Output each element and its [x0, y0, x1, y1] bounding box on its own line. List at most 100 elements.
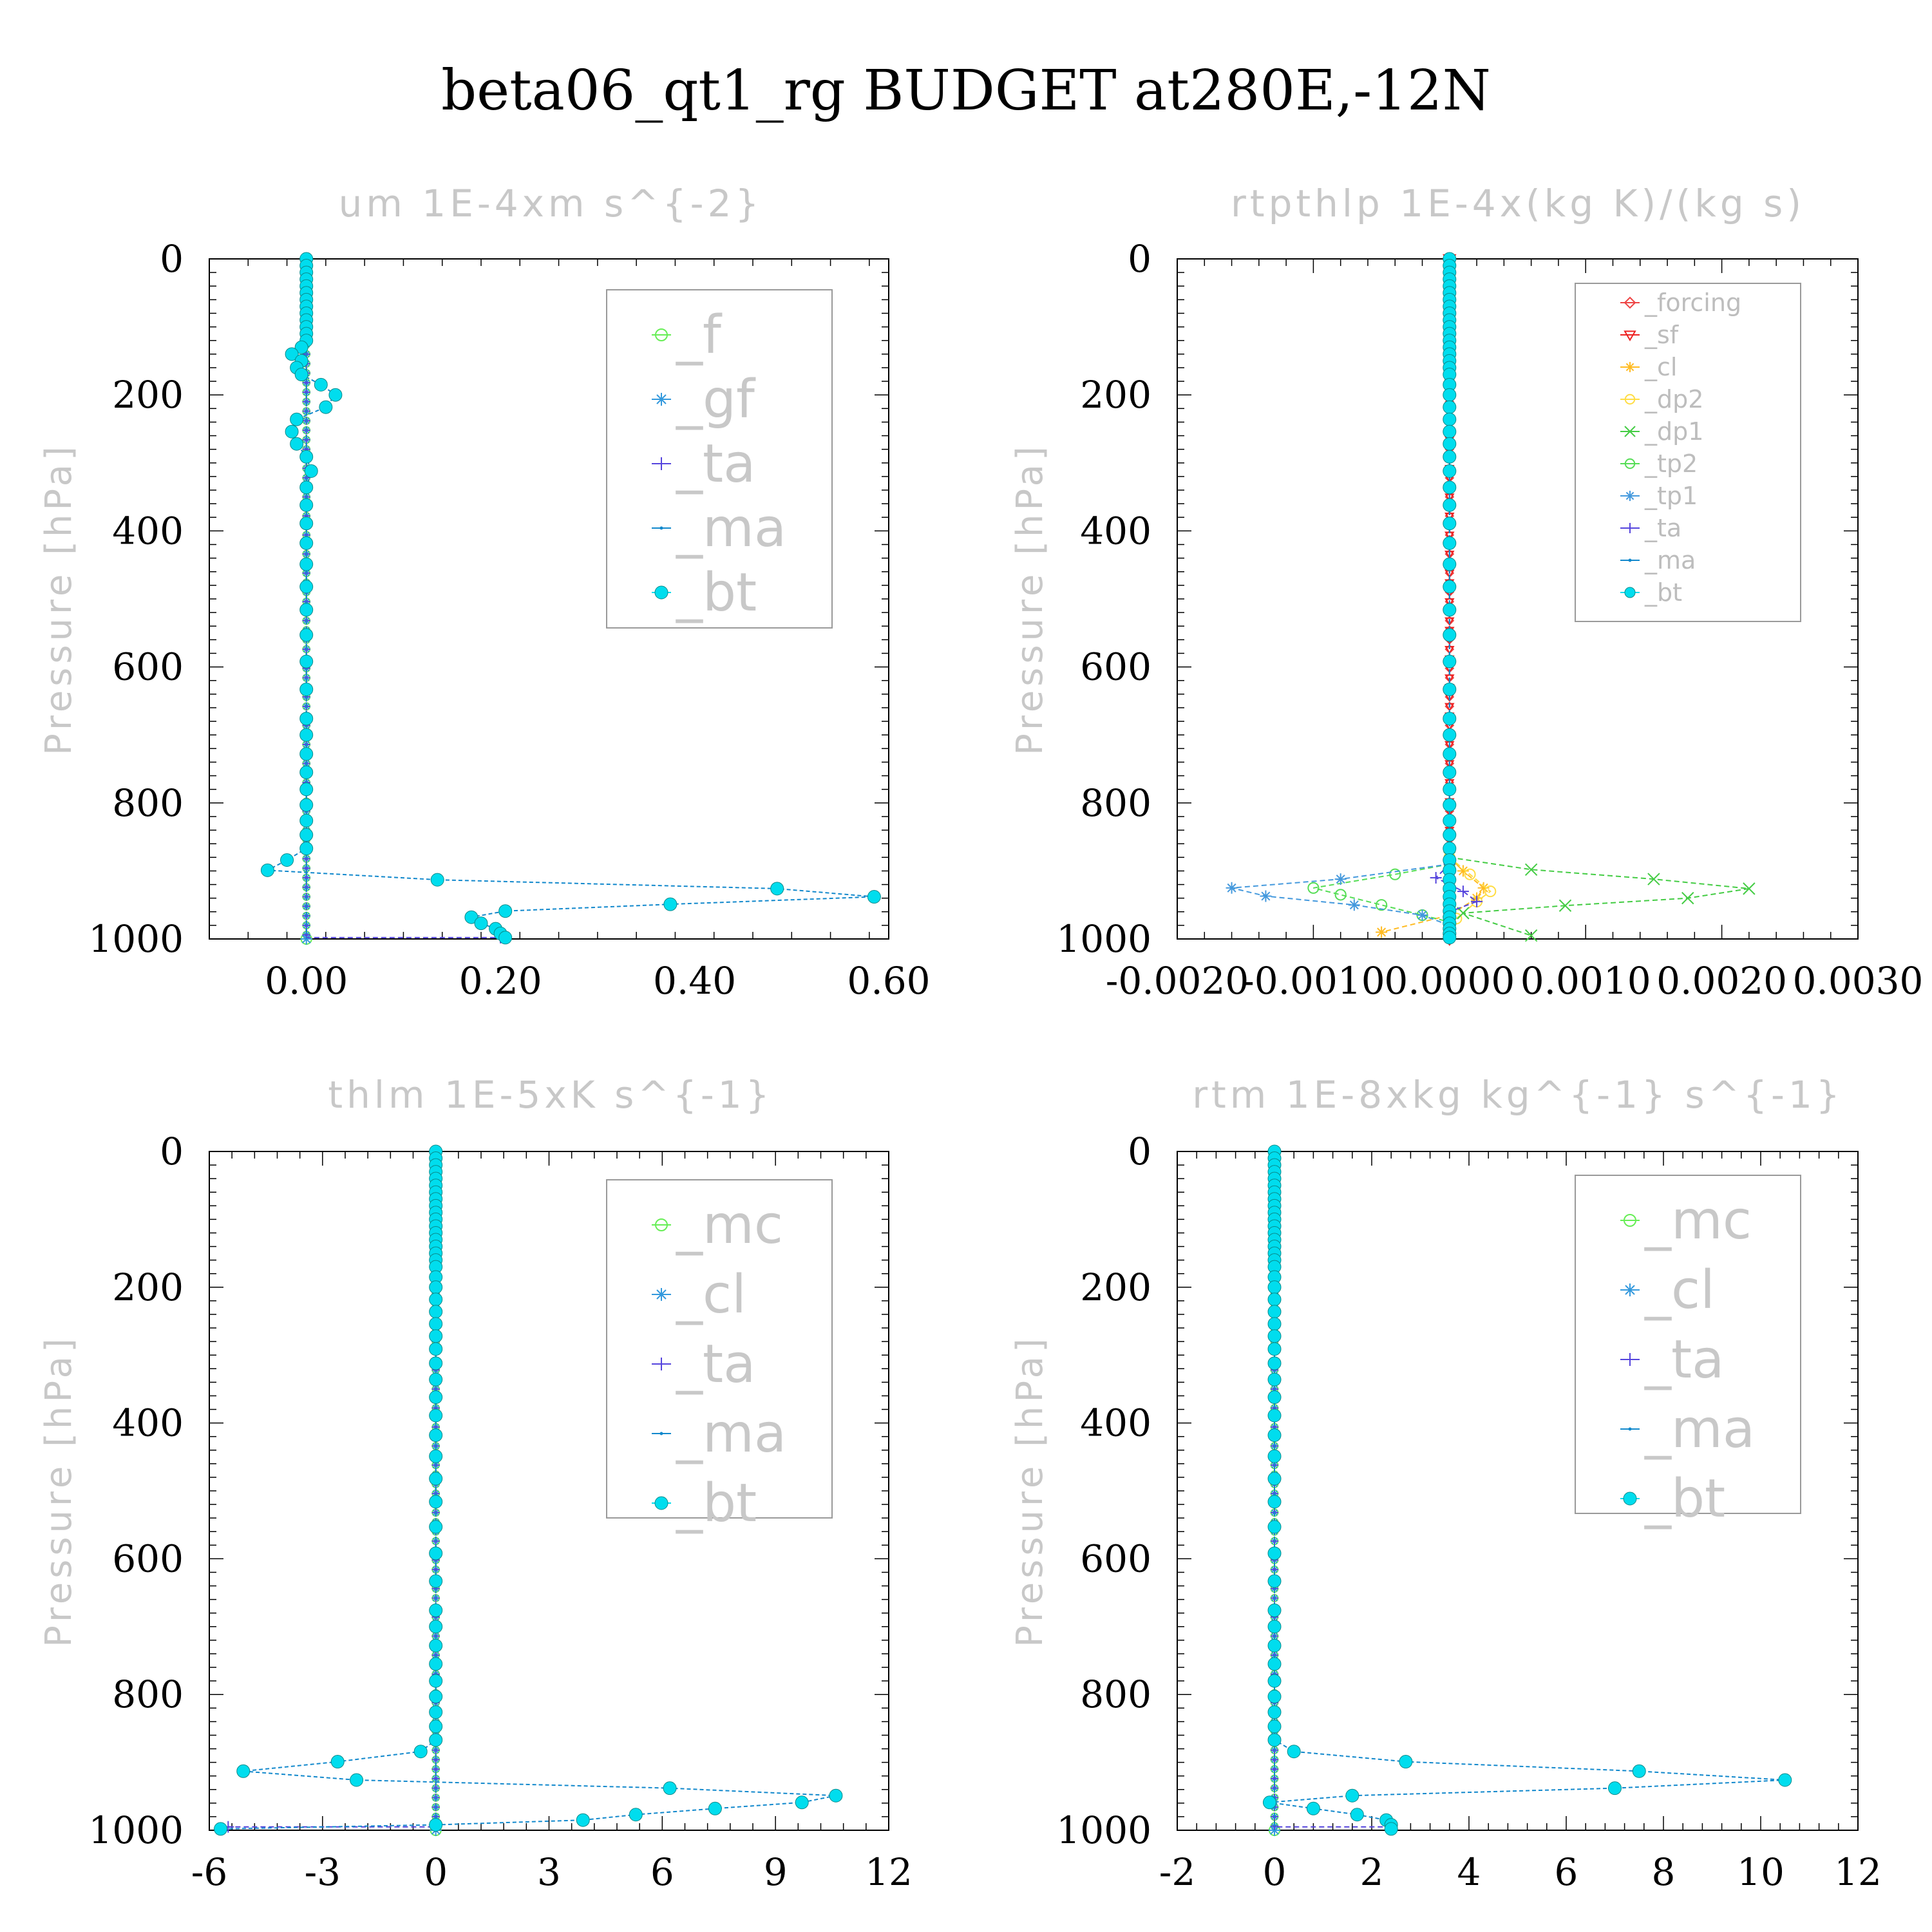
data-point-bt — [1267, 1472, 1282, 1486]
legend-item-forcing: _forcing — [1620, 289, 1741, 317]
legend-item-bt: _bt — [652, 562, 757, 623]
y-tick-label: 600 — [112, 1537, 184, 1580]
legend-item-ma: _ma — [1620, 1399, 1755, 1460]
legend-marker-cl — [1624, 1283, 1636, 1296]
data-point-bt — [429, 1520, 443, 1534]
data-point-dp1 — [1647, 873, 1660, 886]
data-point-bt — [299, 654, 314, 668]
legend-item-mc: _mc — [652, 1195, 783, 1256]
legend-label: _mc — [676, 1195, 783, 1256]
data-point-bt — [1778, 1773, 1792, 1787]
x-tick-label: 0.00 — [265, 959, 348, 1003]
x-tick-label: 0.20 — [459, 959, 542, 1003]
legend-item-ma: _ma — [1620, 546, 1696, 574]
data-point-dp2 — [1484, 885, 1497, 898]
legend-label: _tp1 — [1644, 482, 1698, 510]
data-point-dp1 — [1681, 891, 1694, 905]
plot-frame — [1177, 258, 1859, 940]
data-point-bt — [1267, 1390, 1282, 1405]
data-point-tp1 — [1226, 882, 1238, 894]
data-point-bt — [299, 828, 314, 842]
data-point-bt — [280, 853, 294, 867]
legend-marker-ta — [1624, 1353, 1636, 1366]
data-point-bt — [429, 1356, 443, 1370]
series-line-tp2 — [1313, 863, 1450, 923]
chart-panel-4: rtm 1E-8xkg kg^{-1} s^{-1} Pressure [hPa]… — [1009, 1073, 1882, 1894]
y-tick-label: 200 — [112, 1265, 184, 1309]
legend-marker-ma — [1628, 1427, 1632, 1431]
data-point-bt — [1443, 628, 1457, 642]
data-point-bt — [299, 498, 314, 512]
data-point-bt — [498, 931, 513, 945]
legend-item-ta: _ta — [652, 433, 755, 495]
data-point-bt — [1443, 536, 1457, 550]
legend-item-sf: _sf — [1620, 321, 1680, 349]
data-point-bt — [429, 1719, 443, 1734]
data-point-bt — [299, 557, 314, 571]
data-point-bt — [1443, 412, 1457, 426]
data-point-bt — [1267, 1449, 1282, 1463]
series-line-bt — [265, 259, 875, 938]
legend-label: _gf — [676, 369, 756, 430]
series-tp2 — [1307, 858, 1455, 928]
legend-marker-cl — [655, 1288, 668, 1301]
data-point-tp1 — [1334, 873, 1347, 886]
data-point-bt — [1443, 450, 1457, 464]
main-title: beta06_qt1_rg BUDGET at280E,-12N — [441, 59, 1491, 123]
legend-item-tp1: _tp1 — [1620, 482, 1698, 510]
data-point-ta — [1457, 886, 1469, 898]
legend-marker-ma — [659, 526, 663, 530]
x-tick-label: 0.0020 — [1656, 959, 1787, 1003]
data-point-bt — [1443, 498, 1457, 512]
series-bt — [214, 1144, 843, 1836]
legend-item-gf: _gf — [652, 369, 756, 430]
data-point-tp2 — [1307, 882, 1320, 894]
data-point-bt — [429, 1638, 443, 1653]
data-point-bt — [429, 1689, 443, 1703]
data-point-bt — [294, 368, 308, 382]
data-point-bt — [1306, 1801, 1320, 1815]
data-point-bt — [429, 1818, 443, 1832]
legend-label: _bt — [676, 1473, 757, 1534]
legend-label: _ma — [1644, 546, 1696, 574]
data-point-bt — [829, 1788, 843, 1803]
data-point-bt — [1443, 557, 1457, 571]
data-point-bt — [429, 1305, 443, 1319]
x-tick-label: 0 — [424, 1850, 448, 1894]
series-bt — [1443, 252, 1457, 945]
data-point-bt — [1443, 828, 1457, 842]
data-point-bt — [1267, 1546, 1282, 1560]
x-tick-label: 6 — [1555, 1850, 1578, 1894]
data-point-bt — [1345, 1788, 1359, 1803]
data-point-bt — [1443, 712, 1457, 726]
panel-title: rtm 1E-8xkg kg^{-1} s^{-1} — [1192, 1073, 1844, 1117]
data-point-bt — [1267, 1620, 1282, 1634]
legend-label: _bt — [1644, 578, 1682, 607]
x-tick-label: 6 — [650, 1850, 674, 1894]
legend-marker-tp1 — [1625, 491, 1635, 501]
legend-marker-ta — [655, 1358, 668, 1370]
legend-marker-ta — [1625, 523, 1635, 533]
series-line-dp2 — [1448, 857, 1492, 936]
data-point-bt — [1267, 1733, 1282, 1747]
legend-marker-gf — [655, 393, 668, 406]
axis-ticks — [209, 1151, 889, 1831]
series-ta — [222, 1146, 442, 1833]
data-point-bt — [1632, 1764, 1646, 1778]
y-tick-label: 800 — [112, 781, 184, 825]
data-point-bt — [304, 464, 318, 478]
legend-label: _bt — [676, 562, 757, 623]
data-point-cl — [1376, 926, 1388, 938]
panel-title: um 1E-4xm s^{-2} — [339, 182, 763, 225]
y-tick-label: 0 — [1128, 237, 1151, 281]
panel-title: rtpthlp 1E-4x(kg K)/(kg s) — [1231, 182, 1805, 225]
data-point-bt — [299, 516, 314, 531]
data-point-dp1 — [1457, 907, 1470, 920]
data-point-bt — [1267, 1293, 1282, 1307]
data-point-sf — [1444, 674, 1455, 683]
data-point-bt — [1443, 842, 1457, 856]
data-point-bt — [1267, 1329, 1282, 1343]
data-point-bt — [299, 765, 314, 779]
data-point-tp2 — [1376, 899, 1388, 911]
data-point-bt — [429, 1674, 443, 1688]
